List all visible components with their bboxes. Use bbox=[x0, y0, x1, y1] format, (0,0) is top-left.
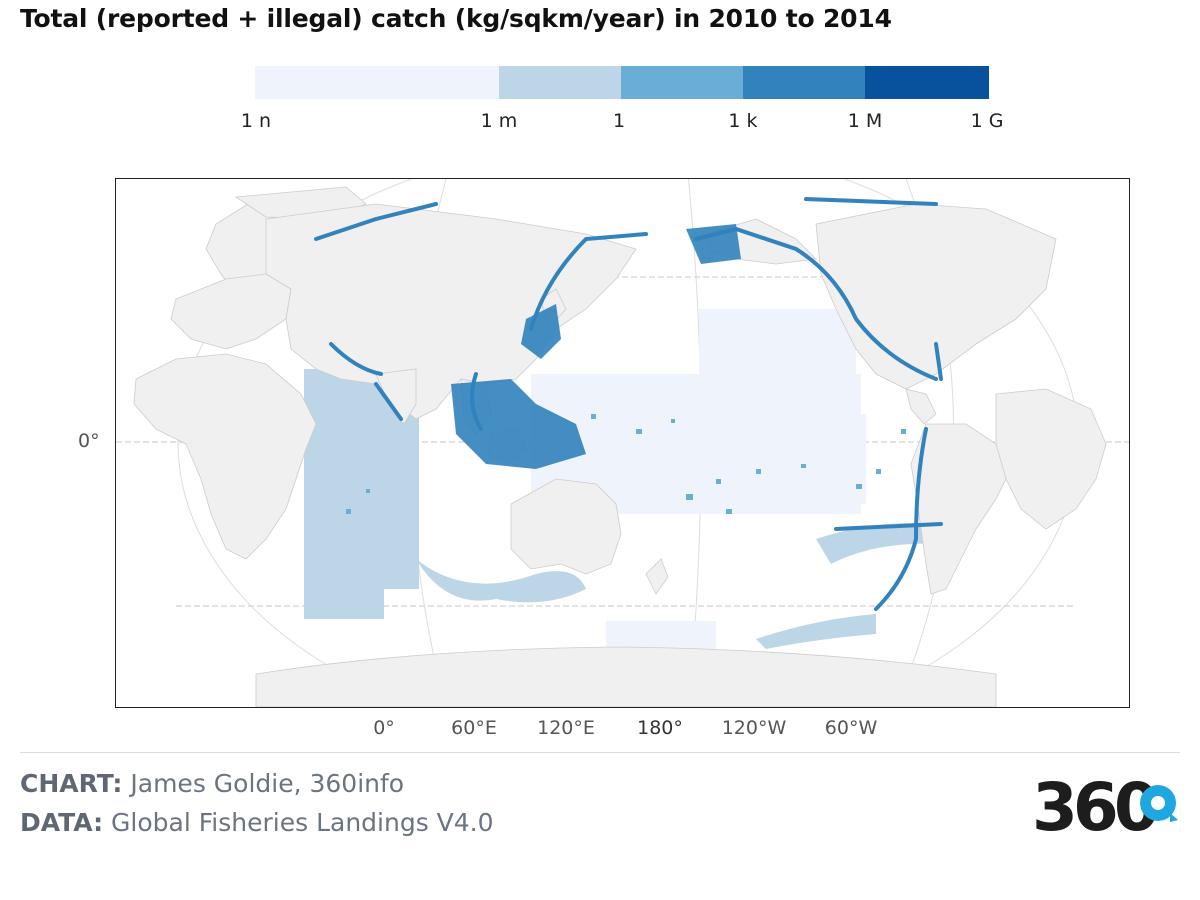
legend-segment-2 bbox=[499, 66, 621, 99]
land-africa-east bbox=[995, 388, 1107, 530]
legend-tick-1k: 1 k bbox=[728, 110, 758, 132]
lat-label-equator: 0° bbox=[78, 430, 100, 452]
catch-very-high bbox=[451, 224, 741, 469]
data-credit-value: Global Fisheries Landings V4.0 bbox=[111, 808, 494, 837]
legend-segment-4 bbox=[743, 66, 865, 99]
data-credit: DATA: Global Fisheries Landings V4.0 bbox=[20, 808, 494, 837]
lon-label-60e: 60°E bbox=[451, 717, 497, 739]
land-europe bbox=[170, 273, 292, 350]
catch-scattered bbox=[346, 414, 906, 514]
legend-segment-5 bbox=[865, 66, 989, 99]
360info-logo[interactable]: 360 bbox=[1032, 768, 1182, 838]
lon-label-60w: 60°W bbox=[824, 717, 878, 739]
land-africa bbox=[133, 353, 317, 560]
data-credit-label: DATA: bbox=[20, 808, 104, 837]
world-map[interactable] bbox=[116, 179, 1129, 707]
land-south-america bbox=[910, 423, 1012, 595]
legend-tick-1M: 1 M bbox=[847, 110, 883, 132]
legend-tick-1G: 1 G bbox=[970, 110, 1004, 132]
chart-credit-value: James Goldie, 360info bbox=[130, 769, 405, 798]
color-legend-bar bbox=[255, 66, 989, 99]
land-antarctica bbox=[255, 646, 997, 707]
chart-title: Total (reported + illegal) catch (kg/sqk… bbox=[20, 4, 892, 33]
land-new-zealand bbox=[645, 558, 669, 595]
lon-label-0: 0° bbox=[373, 717, 395, 739]
legend-tick-1n: 1 n bbox=[240, 110, 272, 132]
chart-credit-label: CHART: bbox=[20, 769, 123, 798]
land-central-america bbox=[905, 388, 937, 425]
legend-tick-1: 1 bbox=[612, 110, 626, 132]
land-australia bbox=[510, 478, 622, 575]
legend-segment-3 bbox=[621, 66, 743, 99]
legend-tick-1m: 1 m bbox=[480, 110, 518, 132]
map-panel[interactable] bbox=[115, 178, 1130, 708]
lon-label-120e: 120°E bbox=[537, 717, 595, 739]
footer-divider bbox=[20, 752, 1180, 753]
lon-label-120w: 120°W bbox=[721, 717, 787, 739]
logo-text: 360 bbox=[1032, 769, 1157, 838]
lon-label-180: 180° bbox=[637, 717, 683, 739]
chart-credit: CHART: James Goldie, 360info bbox=[20, 769, 404, 798]
legend-segment-1 bbox=[255, 66, 499, 99]
